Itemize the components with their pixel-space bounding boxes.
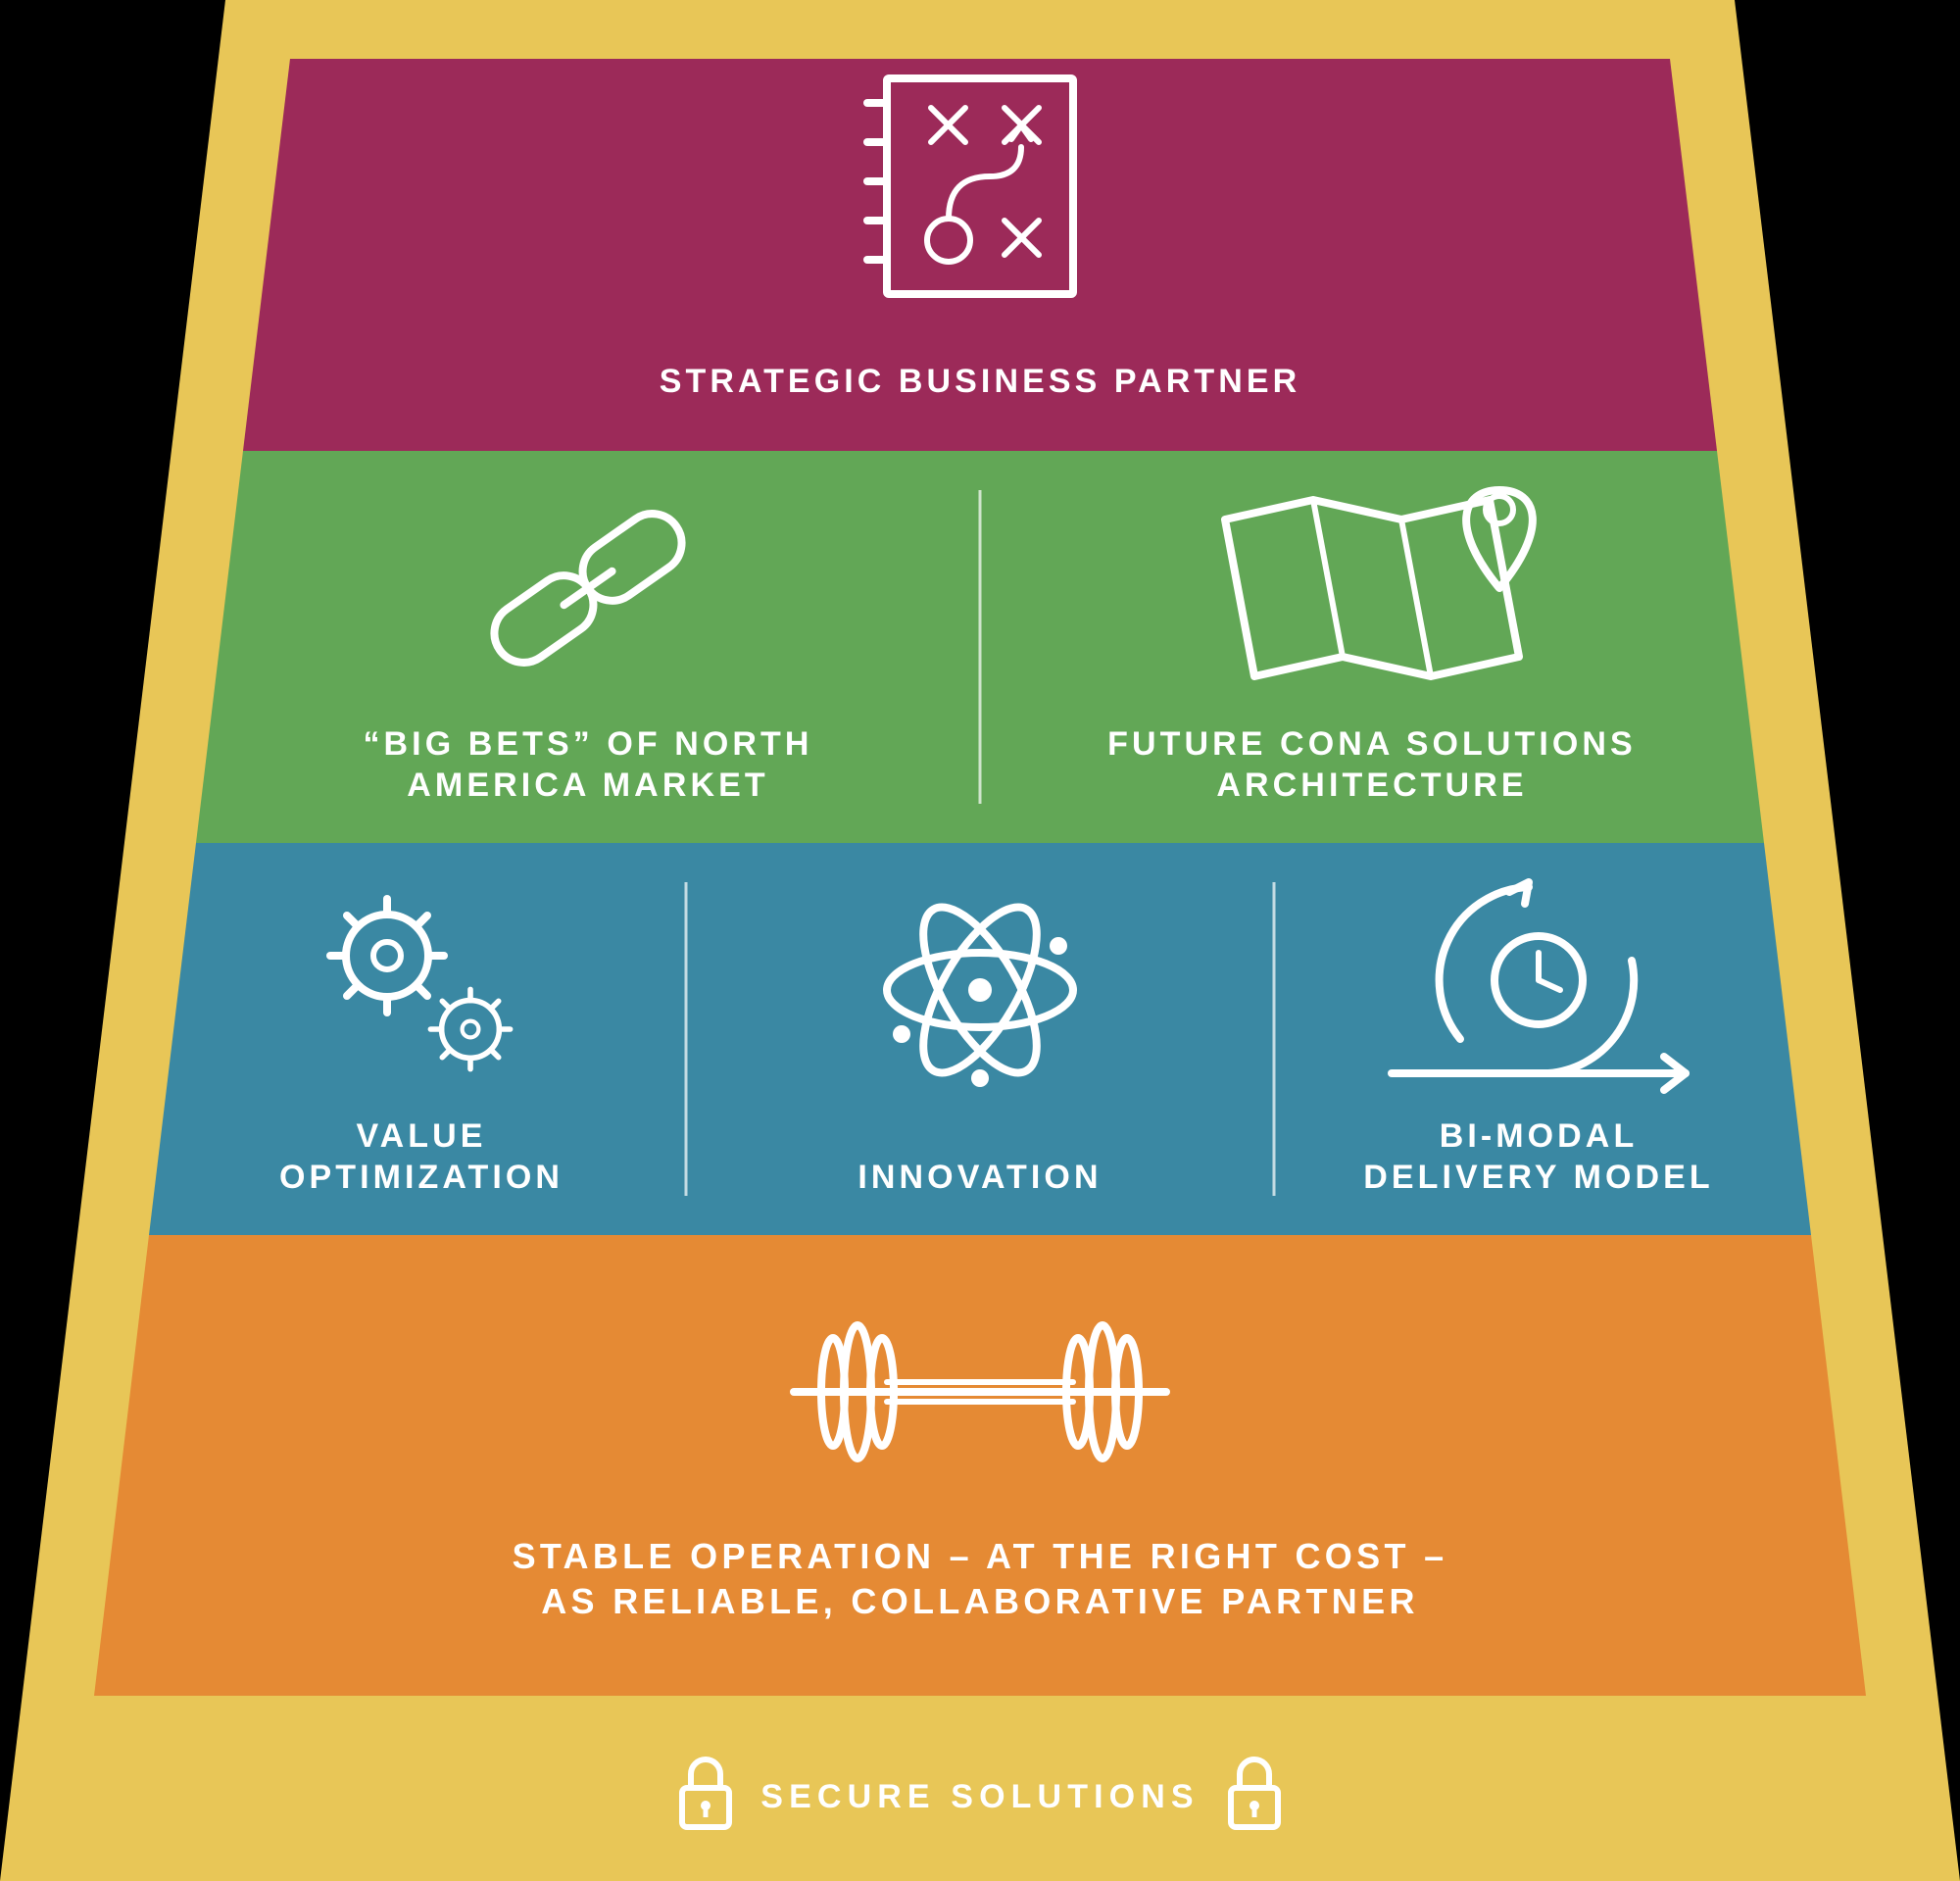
tier3-cell1-line0: INNOVATION [858,1159,1102,1196]
tier2-cell1-line0: FUTURE CONA SOLUTIONS [1107,725,1637,763]
tier3-cell0-line0: VALUE [356,1117,486,1155]
tier1-label: STRATEGIC BUSINESS PARTNER [660,363,1301,400]
pyramid-svg: STRATEGIC BUSINESS PARTNER “BIG BETS” OF… [0,0,1960,1881]
tier2-cell0-line0: “BIG BETS” OF NORTH [363,725,812,763]
pyramid-infographic: STRATEGIC BUSINESS PARTNER “BIG BETS” OF… [0,0,1960,1881]
tier4-line0: STABLE OPERATION – AT THE RIGHT COST – [513,1536,1448,1576]
tier2-cell1-line1: ARCHITECTURE [1216,767,1527,804]
tier3-cell2-line1: DELIVERY MODEL [1363,1159,1714,1196]
tier3-cell0-line1: OPTIMIZATION [279,1159,564,1196]
tier4-line1: AS RELIABLE, COLLABORATIVE PARTNER [541,1581,1419,1621]
footer-label: SECURE SOLUTIONS [760,1778,1199,1815]
tier3-cell2-line0: BI-MODAL [1440,1117,1639,1155]
tier2-cell0-line1: AMERICA MARKET [407,767,768,804]
tier-4 [94,1235,1866,1696]
